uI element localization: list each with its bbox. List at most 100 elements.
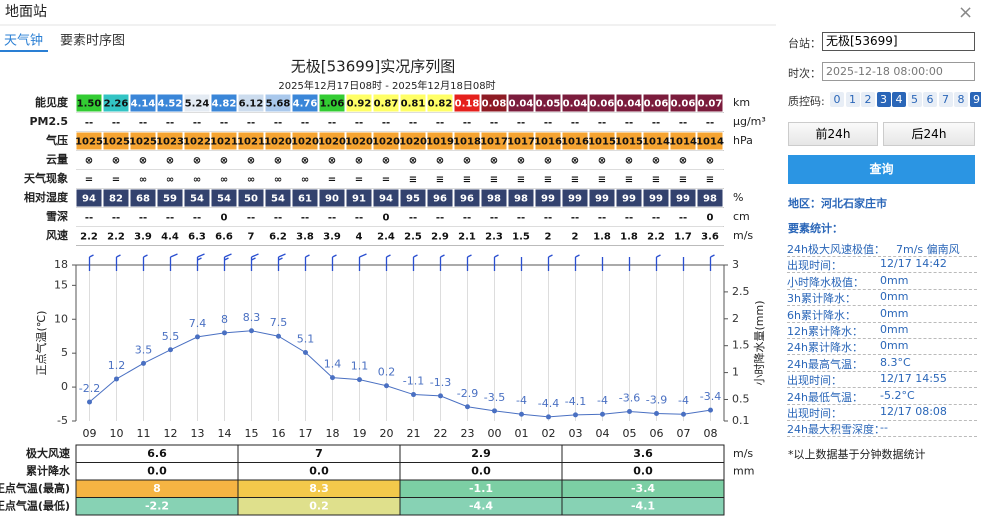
cell-text: 94 xyxy=(379,194,393,205)
x-tick-label: 09 xyxy=(83,427,97,440)
cell-text: 0.04 xyxy=(509,99,534,110)
cell-text: 2.2 xyxy=(80,232,98,243)
tab[interactable]: 要素时序图 xyxy=(60,34,125,49)
stat-value: 0mm xyxy=(880,339,909,353)
next-button[interactable]: 后24h xyxy=(883,122,975,146)
x-tick-label: 03 xyxy=(569,427,583,440)
row-unit: % xyxy=(733,191,743,204)
cell-text: 4.52 xyxy=(158,99,183,110)
wind-barb xyxy=(223,253,232,271)
data-label: 5.5 xyxy=(162,330,180,343)
temperature-point xyxy=(384,383,389,389)
stat-separator xyxy=(787,354,977,356)
cell-text: ≡ xyxy=(544,175,552,186)
y2-tick-label: 2.5 xyxy=(732,285,750,298)
cell-text: 98 xyxy=(514,194,528,205)
qc-code[interactable]: 6 xyxy=(923,92,937,107)
temperature-point xyxy=(276,333,281,339)
cell-text: 1016 xyxy=(534,137,562,148)
qc-code[interactable]: 1 xyxy=(845,92,860,107)
cell-text: -4.4 xyxy=(469,500,493,513)
temperature-point xyxy=(195,334,200,340)
qc-code[interactable]: 8 xyxy=(954,92,968,107)
qc-code[interactable]: 0 xyxy=(830,92,844,107)
x-tick-label: 21 xyxy=(407,427,421,440)
temperature-point xyxy=(222,330,227,336)
data-label: -4 xyxy=(516,394,527,407)
prev-button[interactable]: 前24h xyxy=(788,122,878,146)
qc-code[interactable]: 7 xyxy=(938,92,953,107)
cell-text: 0 xyxy=(707,213,714,224)
cell-text: -- xyxy=(544,213,552,224)
temperature-point xyxy=(330,375,335,381)
row-label: 正点气温(最高) xyxy=(0,481,70,495)
qc-code[interactable]: 9 xyxy=(969,92,981,107)
cell-text: 1015 xyxy=(588,137,616,148)
station-label: 台站： xyxy=(788,37,821,50)
qc-code[interactable]: 4 xyxy=(892,92,906,107)
data-label: 1.1 xyxy=(351,360,369,373)
data-label: -3.4 xyxy=(700,390,721,403)
cell-text: 0.82 xyxy=(428,99,453,110)
cell-text: 1.5 xyxy=(512,232,530,243)
cell-text: 6.3 xyxy=(188,232,206,243)
cell-text: 0.06 xyxy=(644,99,669,110)
cell-text: 1017 xyxy=(507,137,535,148)
cell-text: ⊗ xyxy=(247,156,255,167)
cell-text: 1015 xyxy=(615,137,643,148)
cell-text: ⊗ xyxy=(517,156,525,167)
cell-text: 0 xyxy=(221,213,228,224)
x-tick-label: 06 xyxy=(650,427,664,440)
x-tick-label: 02 xyxy=(542,427,556,440)
cell-text: 2.9 xyxy=(471,447,491,460)
qc-code[interactable]: 5 xyxy=(907,92,922,107)
cell-text: 4.76 xyxy=(293,99,318,110)
station-input[interactable]: 无极[53699] xyxy=(822,32,975,51)
wind-barb xyxy=(655,254,661,271)
x-tick-label: 15 xyxy=(245,427,259,440)
data-label: -4.1 xyxy=(565,395,586,408)
cell-text: 0.06 xyxy=(671,99,696,110)
query-button[interactable]: 查询 xyxy=(788,155,975,184)
time-label: 时次： xyxy=(788,67,821,80)
cell-text: 8 xyxy=(153,482,161,495)
cell-text: ≡ xyxy=(598,175,606,186)
stat-separator xyxy=(787,403,977,405)
chart-title: 无极[53699]实况序列图 xyxy=(291,58,455,76)
row-label: 相对湿度 xyxy=(24,190,69,204)
stat-value: 12/17 08:08 xyxy=(880,405,947,418)
cell-text: -- xyxy=(409,213,417,224)
cell-text: -- xyxy=(436,213,444,224)
cell-text: 98 xyxy=(487,194,501,205)
cell-text: 1014 xyxy=(669,137,697,148)
cell-text: -- xyxy=(166,213,174,224)
qc-code[interactable]: 3 xyxy=(876,92,891,107)
cell-text: ⊗ xyxy=(328,156,336,167)
cell-text: ⊗ xyxy=(625,156,633,167)
y-tick-label: 15 xyxy=(54,278,68,291)
stat-label: 24h累计降水： xyxy=(787,341,863,355)
wind-barb xyxy=(304,254,310,271)
row-unit: m/s xyxy=(733,447,753,460)
x-tick-label: 14 xyxy=(218,427,232,440)
cell-text: 3.6 xyxy=(633,447,653,460)
cell-text: 5.24 xyxy=(185,99,210,110)
wind-barb xyxy=(277,253,286,271)
region: 地区：河北石家庄市 xyxy=(788,197,887,210)
cell-text: 0.0 xyxy=(471,465,491,478)
time-input[interactable]: 2025-12-18 08:00:00 xyxy=(822,62,975,81)
data-label: -3.5 xyxy=(484,391,505,404)
cell-text: 0.0 xyxy=(633,465,653,478)
wind-barb xyxy=(385,254,391,271)
tab-active[interactable]: 天气钟 xyxy=(4,33,43,49)
cell-text: 91 xyxy=(352,194,366,205)
cell-text: 96 xyxy=(460,194,474,205)
y-tick-label: -5 xyxy=(57,414,68,427)
close-button[interactable]: × xyxy=(958,2,974,23)
cell-text: -- xyxy=(625,118,633,129)
cell-text: 1018 xyxy=(453,137,481,148)
wind-barb xyxy=(466,254,472,271)
qc-code[interactable]: 2 xyxy=(861,92,875,107)
cell-text: ⊗ xyxy=(436,156,444,167)
data-label: -3.9 xyxy=(646,394,667,407)
